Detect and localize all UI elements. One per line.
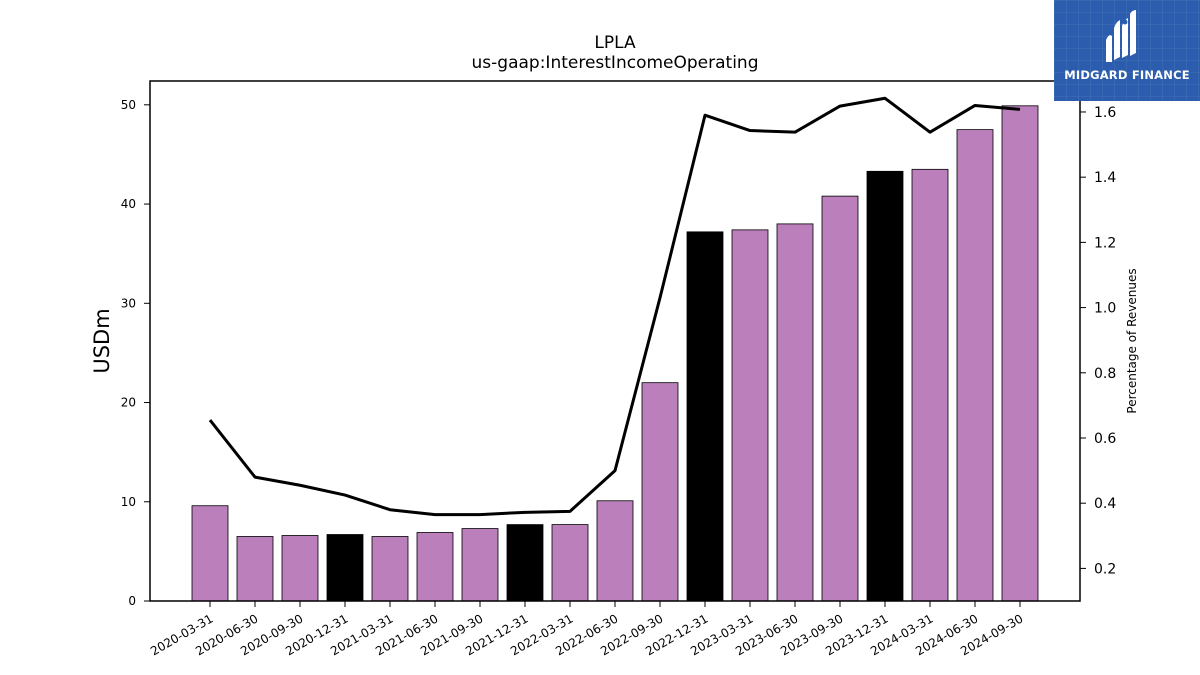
y-tick-label: 50 bbox=[121, 98, 136, 112]
bar-2020-03-31 bbox=[191, 505, 229, 602]
bar-2023-12-31 bbox=[866, 170, 904, 602]
y-tick-label: 40 bbox=[121, 197, 136, 211]
bar-2023-09-30 bbox=[821, 195, 859, 602]
y-right-tick-label: 0.4 bbox=[1094, 496, 1116, 512]
y-right-tick-label: 1.4 bbox=[1094, 170, 1116, 186]
bar-2022-03-31 bbox=[551, 524, 589, 602]
y-right-tick-label: 1.0 bbox=[1094, 301, 1116, 317]
y-right-tick-label: 0.6 bbox=[1094, 431, 1116, 447]
y-axis-right-label: Percentage of Revenues bbox=[1125, 268, 1139, 413]
bar-2021-09-30 bbox=[461, 528, 499, 602]
bar-2024-09-30 bbox=[1001, 105, 1039, 602]
logo-text: MIDGARD FINANCE bbox=[1064, 68, 1190, 82]
bar-2024-03-31 bbox=[911, 168, 949, 602]
bar-2023-06-30 bbox=[776, 223, 814, 602]
bar-2022-06-30 bbox=[596, 500, 634, 602]
y-tick-label: 10 bbox=[121, 495, 136, 509]
y-axis-label: USDm bbox=[90, 308, 114, 373]
y-tick-label: 20 bbox=[121, 396, 136, 410]
y-tick-label: 0 bbox=[128, 594, 136, 608]
bar-2022-12-31 bbox=[686, 231, 724, 602]
bar-2020-12-31 bbox=[326, 534, 364, 602]
bar-2021-12-31 bbox=[506, 524, 544, 602]
bar-2023-03-31 bbox=[731, 229, 769, 602]
bar-2021-06-30 bbox=[416, 532, 454, 602]
y-tick-label: 30 bbox=[121, 296, 136, 310]
midgard-logo: MIDGARD FINANCE bbox=[1054, 0, 1200, 101]
y-right-tick-label: 1.2 bbox=[1094, 235, 1116, 251]
y-right-tick-label: 0.8 bbox=[1094, 366, 1116, 382]
bar-2020-06-30 bbox=[236, 536, 274, 602]
chart-title: LPLA bbox=[594, 33, 636, 53]
bar-2022-09-30 bbox=[641, 382, 679, 602]
bars-group bbox=[191, 105, 1039, 602]
line-group bbox=[208, 96, 1021, 517]
bar-2021-03-31 bbox=[371, 536, 409, 602]
bar-2020-09-30 bbox=[281, 535, 319, 602]
y-right-tick-label: 0.2 bbox=[1094, 561, 1116, 577]
x-axis: 2020-03-312020-06-302020-09-302020-12-31… bbox=[148, 601, 1026, 658]
y-right-tick-label: 1.6 bbox=[1094, 105, 1116, 121]
y-axis-left: 0 10 20 30 40 50 bbox=[121, 98, 150, 608]
bar-2024-06-30 bbox=[956, 129, 994, 602]
y-axis-right: 0.2 0.4 0.6 0.8 1.0 1.2 1.4 1.6 bbox=[1080, 105, 1116, 577]
midgard-logo-icon bbox=[1106, 10, 1136, 62]
chart-subtitle: us-gaap:InterestIncomeOperating bbox=[472, 53, 759, 73]
